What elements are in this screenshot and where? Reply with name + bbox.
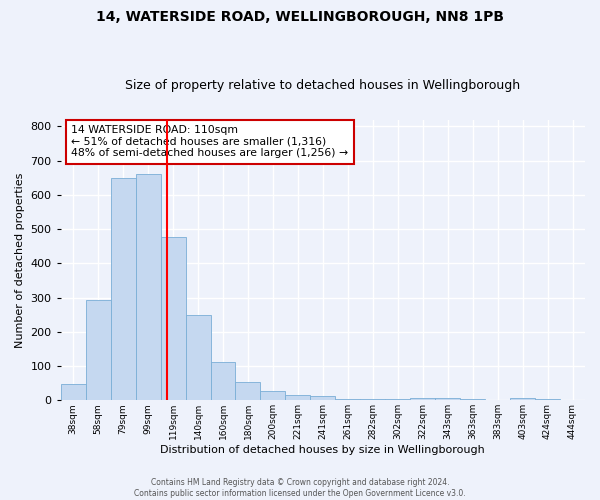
Bar	[286, 395, 310, 400]
Bar	[385, 398, 410, 400]
Bar	[185, 314, 211, 400]
Bar	[435, 398, 460, 400]
Text: 14, WATERSIDE ROAD, WELLINGBOROUGH, NN8 1PB: 14, WATERSIDE ROAD, WELLINGBOROUGH, NN8 …	[96, 10, 504, 24]
Text: Contains HM Land Registry data © Crown copyright and database right 2024.
Contai: Contains HM Land Registry data © Crown c…	[134, 478, 466, 498]
Bar	[61, 384, 86, 400]
Bar	[410, 398, 435, 400]
Bar	[510, 398, 535, 400]
Bar	[361, 399, 385, 400]
Bar	[211, 362, 235, 401]
Bar	[86, 300, 110, 400]
Text: 14 WATERSIDE ROAD: 110sqm
← 51% of detached houses are smaller (1,316)
48% of se: 14 WATERSIDE ROAD: 110sqm ← 51% of detac…	[71, 125, 349, 158]
Bar	[310, 396, 335, 400]
Bar	[335, 398, 361, 400]
Bar	[161, 237, 185, 400]
X-axis label: Distribution of detached houses by size in Wellingborough: Distribution of detached houses by size …	[160, 445, 485, 455]
Bar	[260, 391, 286, 400]
Title: Size of property relative to detached houses in Wellingborough: Size of property relative to detached ho…	[125, 79, 520, 92]
Bar	[235, 382, 260, 400]
Bar	[136, 174, 161, 400]
Y-axis label: Number of detached properties: Number of detached properties	[15, 172, 25, 348]
Bar	[110, 178, 136, 400]
